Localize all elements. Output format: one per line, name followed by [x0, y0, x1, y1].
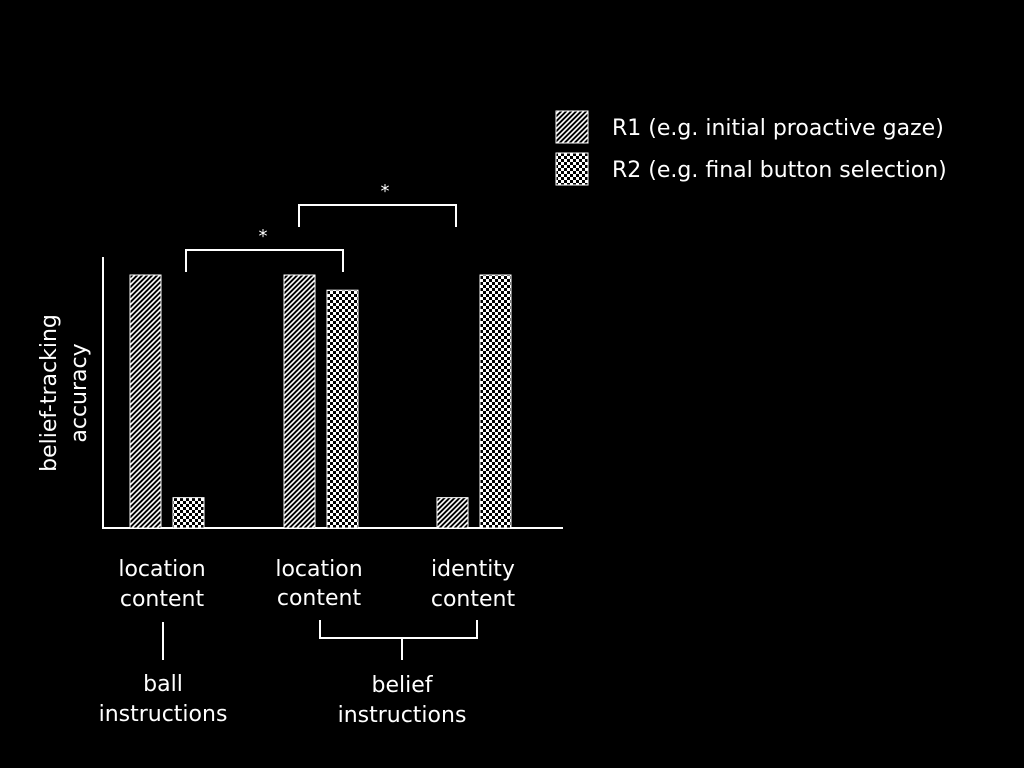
bar-series1-category1	[129, 274, 162, 529]
significance-star-1: *	[259, 226, 268, 247]
belief-group-bracket	[319, 620, 478, 660]
category-label-1-line1: location	[118, 557, 205, 582]
category-label-2-line1: location	[275, 557, 362, 582]
y-axis-label-line1: belief-tracking	[37, 314, 62, 472]
legend-label-r1: R1 (e.g. initial proactive gaze)	[612, 116, 944, 141]
bars	[129, 274, 512, 529]
category-label-2-line2: content	[277, 586, 362, 611]
legend: R1 (e.g. initial proactive gaze) R2 (e.g…	[555, 110, 947, 186]
significance-star-2: *	[381, 181, 390, 202]
bar-series1-category2	[283, 274, 316, 529]
bar-series1-category3	[436, 497, 469, 529]
group-label-ball-line1: ball	[143, 672, 183, 697]
category-label-3-line1: identity	[431, 557, 515, 582]
legend-swatch-r2	[555, 152, 589, 186]
category-label-1-line2: content	[120, 587, 205, 612]
significance-bracket-2	[298, 204, 457, 227]
group-label-belief-line1: belief	[371, 673, 433, 698]
legend-swatch-r1	[555, 110, 589, 144]
bar-series2-category1	[172, 497, 205, 529]
bar-series2-category2	[326, 289, 359, 529]
category-label-3-line2: content	[431, 587, 516, 612]
bar-series2-category3	[479, 274, 512, 529]
group-label-ball-line2: instructions	[99, 702, 228, 727]
y-axis-label-line2: accuracy	[67, 343, 92, 442]
legend-label-r2: R2 (e.g. final button selection)	[612, 158, 947, 183]
significance-bracket-1	[185, 249, 344, 272]
group-label-belief-line2: instructions	[338, 703, 467, 728]
